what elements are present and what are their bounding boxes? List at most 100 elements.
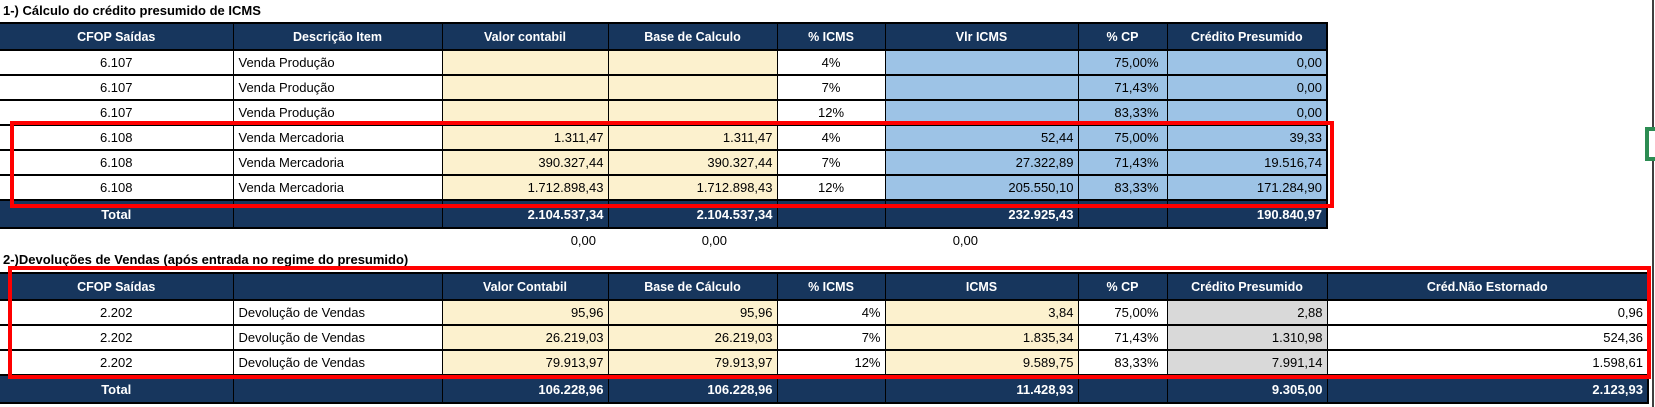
col-header-icms[interactable]: ICMS — [884, 272, 1079, 301]
cell-cp[interactable]: 19.516,74 — [1166, 149, 1328, 176]
col-header-cp[interactable]: Crédito Presumido — [1166, 22, 1328, 51]
col-header-vc[interactable]: Valor Contabil — [441, 272, 609, 301]
col-header-cfop[interactable]: CFOP Saídas — [0, 272, 234, 301]
total-icms[interactable]: 11.428,93 — [884, 374, 1079, 404]
cell-icms[interactable]: 3,84 — [884, 299, 1079, 326]
cell-vlricms[interactable] — [884, 49, 1079, 76]
cell-cfop[interactable]: 2.202 — [0, 324, 234, 351]
cell-desc[interactable]: Venda Mercadoria — [232, 124, 443, 151]
cell-picms[interactable]: 4% — [776, 49, 886, 76]
cell-bc[interactable]: 1.712.898,43 — [607, 174, 778, 201]
total-cp[interactable]: 9.305,00 — [1166, 374, 1328, 404]
col-header-picms[interactable]: % ICMS — [776, 272, 886, 301]
cell-pcp[interactable]: 83,33% — [1077, 349, 1168, 376]
cell-cfop[interactable]: 6.107 — [0, 99, 234, 126]
cell-picms[interactable]: 4% — [776, 299, 886, 326]
col-header-bc[interactable]: Base de Calculo — [607, 22, 778, 51]
cell-icms[interactable]: 1.835,34 — [884, 324, 1079, 351]
total-desc[interactable] — [232, 374, 443, 404]
total-pcp[interactable] — [1077, 374, 1168, 404]
total-desc[interactable] — [232, 199, 443, 229]
check-value-valor-contabil[interactable]: 0,00 — [570, 233, 596, 248]
col-header-vc[interactable]: Valor contabil — [441, 22, 609, 51]
total-vlricms[interactable]: 232.925,43 — [884, 199, 1079, 229]
check-value-base-calculo[interactable]: 0,00 — [701, 233, 727, 248]
total-picms[interactable] — [776, 199, 886, 229]
cell-picms[interactable]: 12% — [776, 349, 886, 376]
cell-cfop[interactable]: 6.108 — [0, 149, 234, 176]
cell-bc[interactable]: 95,96 — [607, 299, 778, 326]
col-header-cfop[interactable]: CFOP Saídas — [0, 22, 234, 51]
cell-cp[interactable]: 0,00 — [1166, 99, 1328, 126]
col-header-picms[interactable]: % ICMS — [776, 22, 886, 51]
total-label[interactable]: Total — [0, 199, 234, 229]
check-value-vlr-icms[interactable]: 0,00 — [952, 233, 978, 248]
total-pcp[interactable] — [1077, 199, 1168, 229]
cell-vc[interactable] — [441, 99, 609, 126]
cell-vlricms[interactable]: 52,44 — [884, 124, 1079, 151]
cell-desc[interactable]: Venda Produção — [232, 74, 443, 101]
cell-pcp[interactable]: 71,43% — [1077, 74, 1168, 101]
cell-pcp[interactable]: 71,43% — [1077, 149, 1168, 176]
cell-vlricms[interactable] — [884, 74, 1079, 101]
cell-vc[interactable] — [441, 74, 609, 101]
cell-bc[interactable]: 390.327,44 — [607, 149, 778, 176]
cell-desc[interactable]: Venda Mercadoria — [232, 149, 443, 176]
col-header-bc[interactable]: Base de Cálculo — [607, 272, 778, 301]
cell-bc[interactable]: 79.913,97 — [607, 349, 778, 376]
col-header-desc[interactable]: Descrição Item — [232, 22, 443, 51]
cell-vc[interactable]: 390.327,44 — [441, 149, 609, 176]
cell-desc[interactable]: Devolução de Vendas — [232, 349, 443, 376]
cell-picms[interactable]: 12% — [776, 99, 886, 126]
cell-bc[interactable]: 26.219,03 — [607, 324, 778, 351]
total-vc[interactable]: 106.228,96 — [441, 374, 609, 404]
cell-desc[interactable]: Venda Produção — [232, 49, 443, 76]
cell-desc[interactable]: Devolução de Vendas — [232, 299, 443, 326]
cell-pcp[interactable]: 75,00% — [1077, 49, 1168, 76]
cell-cfop[interactable]: 2.202 — [0, 299, 234, 326]
cell-cp[interactable]: 7.991,14 — [1166, 349, 1328, 376]
cell-vc[interactable]: 26.219,03 — [441, 324, 609, 351]
col-header-pcp[interactable]: % CP — [1077, 272, 1168, 301]
cell-cfop[interactable]: 6.107 — [0, 49, 234, 76]
cell-bc[interactable] — [607, 49, 778, 76]
cell-desc[interactable]: Venda Mercadoria — [232, 174, 443, 201]
cell-cne[interactable]: 0,96 — [1326, 299, 1649, 326]
cell-pcp[interactable]: 75,00% — [1077, 124, 1168, 151]
total-label[interactable]: Total — [0, 374, 234, 404]
cell-pcp[interactable]: 83,33% — [1077, 174, 1168, 201]
col-header-cne[interactable]: Créd.Não Estornado — [1326, 272, 1649, 301]
cell-bc[interactable]: 1.311,47 — [607, 124, 778, 151]
cell-bc[interactable] — [607, 74, 778, 101]
cell-cfop[interactable]: 6.108 — [0, 174, 234, 201]
cell-cfop[interactable]: 6.107 — [0, 74, 234, 101]
cell-cfop[interactable]: 2.202 — [0, 349, 234, 376]
total-picms[interactable] — [776, 374, 886, 404]
cell-picms[interactable]: 7% — [776, 324, 886, 351]
cell-pcp[interactable]: 71,43% — [1077, 324, 1168, 351]
cell-desc[interactable]: Devolução de Vendas — [232, 324, 443, 351]
total-bc[interactable]: 2.104.537,34 — [607, 199, 778, 229]
cell-pcp[interactable]: 75,00% — [1077, 299, 1168, 326]
cell-vlricms[interactable]: 27.322,89 — [884, 149, 1079, 176]
cell-cne[interactable]: 524,36 — [1326, 324, 1649, 351]
col-header-cp[interactable]: Crédito Presumido — [1166, 272, 1328, 301]
cell-cp[interactable]: 1.310,98 — [1166, 324, 1328, 351]
cell-vlricms[interactable] — [884, 99, 1079, 126]
cell-picms[interactable]: 7% — [776, 74, 886, 101]
cell-vc[interactable]: 79.913,97 — [441, 349, 609, 376]
cell-cp[interactable]: 171.284,90 — [1166, 174, 1328, 201]
cell-cne[interactable]: 1.598,61 — [1326, 349, 1649, 376]
cell-picms[interactable]: 7% — [776, 149, 886, 176]
cell-cp[interactable]: 39,33 — [1166, 124, 1328, 151]
total-cp[interactable]: 190.840,97 — [1166, 199, 1328, 229]
cell-vlricms[interactable]: 205.550,10 — [884, 174, 1079, 201]
total-bc[interactable]: 106.228,96 — [607, 374, 778, 404]
cell-cp[interactable]: 0,00 — [1166, 74, 1328, 101]
col-header-vlricms[interactable]: Vlr ICMS — [884, 22, 1079, 51]
cell-pcp[interactable]: 83,33% — [1077, 99, 1168, 126]
total-vc[interactable]: 2.104.537,34 — [441, 199, 609, 229]
cell-picms[interactable]: 4% — [776, 124, 886, 151]
cell-cp[interactable]: 2,88 — [1166, 299, 1328, 326]
cell-bc[interactable] — [607, 99, 778, 126]
